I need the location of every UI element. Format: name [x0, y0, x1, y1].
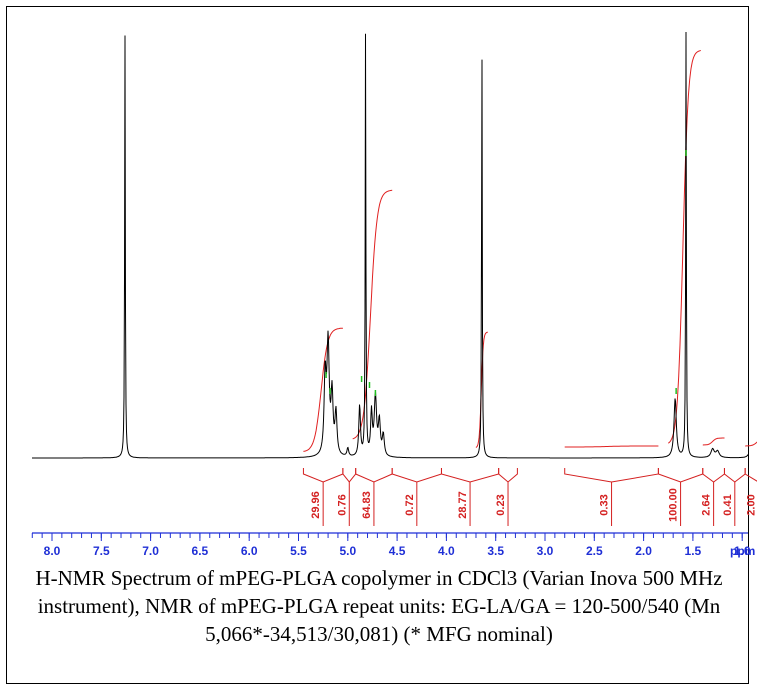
- axis-tick-label: 1.5: [685, 544, 702, 558]
- integral-value: 0.72: [404, 494, 416, 515]
- integral-curves: [303, 50, 757, 452]
- figure-frame: [6, 6, 749, 684]
- axis-tick-label: 2.0: [635, 544, 652, 558]
- integral-bracket: [744, 468, 757, 482]
- integral-value: 0.33: [599, 494, 611, 515]
- integral-curve: [303, 327, 343, 452]
- axis-tick-label: 5.0: [339, 544, 356, 558]
- integral-value: 29.96: [310, 491, 322, 519]
- integral-value: 2.00: [745, 494, 757, 515]
- axis-tick-label: 4.5: [389, 544, 406, 558]
- axis-tick-label: 2.5: [586, 544, 603, 558]
- integral-curve: [564, 445, 659, 448]
- integral-curve: [667, 50, 701, 444]
- integral-value: 0.76: [336, 494, 348, 515]
- integral-bracket: [355, 468, 393, 483]
- integral-value: 100.00: [668, 488, 680, 522]
- integral-bracket: [657, 468, 704, 483]
- axis-tick-label: 8.0: [44, 544, 61, 558]
- axis-tick-label: 6.5: [192, 544, 209, 558]
- integral-value: 0.41: [722, 494, 734, 515]
- integral-bracket: [564, 468, 659, 483]
- integral-bracket: [702, 468, 725, 483]
- integral-value: 64.83: [361, 491, 373, 519]
- axis-tick-label: 6.0: [241, 544, 258, 558]
- integral-bracket: [391, 468, 442, 483]
- integral-curve: [745, 441, 757, 447]
- integral-value: 2.64: [701, 493, 713, 515]
- axis-tick-label: 3.5: [487, 544, 504, 558]
- integral-brackets: 29.96 0.76 64.83 0.72 28.77 0.23 0.33 100.00 2.6…: [302, 468, 757, 526]
- axis-unit-label: ppm: [730, 544, 755, 558]
- integral-bracket: [723, 468, 746, 483]
- axis-tick-label: 5.5: [290, 544, 307, 558]
- axis-tick-label: 4.0: [438, 544, 455, 558]
- nmr-spectrum-chart: 29.96 0.76 64.83 0.72 28.77 0.23 0.33 100.00 2.6…: [31, 31, 757, 558]
- axis-tick-label: 1.0: [734, 544, 751, 558]
- integral-bracket: [342, 468, 357, 483]
- spectrum-trace: [32, 31, 749, 459]
- peak-pick-marks: [325, 150, 687, 396]
- integral-curve: [702, 437, 725, 446]
- figure-caption: H-NMR Spectrum of mPEG-PLGA copolymer in…: [35, 566, 723, 646]
- integral-bracket: [302, 468, 344, 483]
- axis-tick-label: 7.5: [93, 544, 110, 558]
- integral-value: 28.77: [457, 491, 469, 519]
- ppm-axis: 8.0 7.5 7.0 6.5 6.0 5.5 5.0 4.5 4.0 3.5 3.0 2.5 2.0 1…: [31, 532, 755, 558]
- integral-value: 0.23: [495, 494, 507, 515]
- integral-bracket: [440, 468, 500, 483]
- integral-curve: [352, 189, 393, 440]
- axis-tick-label: 3.0: [537, 544, 554, 558]
- integral-curve: [475, 331, 488, 448]
- axis-tick-label: 7.0: [142, 544, 159, 558]
- integral-bracket: [498, 468, 518, 483]
